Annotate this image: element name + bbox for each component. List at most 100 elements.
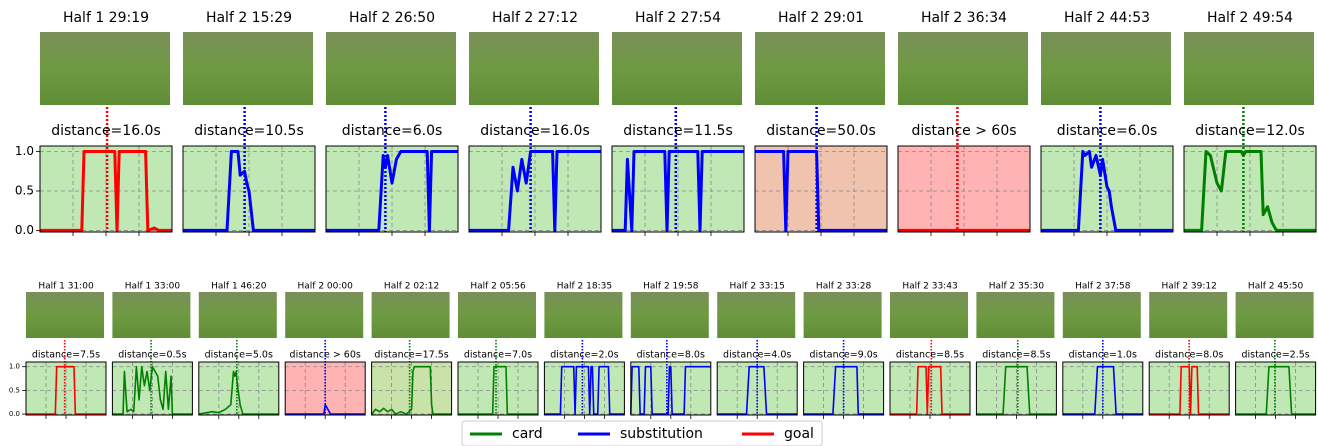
- thumbnail: [544, 292, 623, 338]
- thumbnail: [112, 292, 191, 338]
- curve: [630, 365, 711, 415]
- thumbnail: [803, 292, 882, 338]
- thumbnail: [1149, 292, 1228, 338]
- thumbnail: [717, 292, 796, 338]
- thumbnail-title: Half 2 27:54: [635, 10, 721, 26]
- thumbnail: [285, 292, 364, 338]
- thumbnail-title: Half 1 31:00: [38, 282, 94, 292]
- thumbnail: [326, 32, 456, 105]
- plot-frame: [468, 145, 602, 233]
- distance-label: distance=8.0s: [1155, 350, 1223, 361]
- plot-frame: [1148, 361, 1230, 416]
- plot-frame: [284, 361, 366, 416]
- distance-label: distance=2.5s: [1241, 350, 1309, 361]
- thumbnail: [458, 292, 536, 338]
- thumbnail-title: Half 1 29:19: [63, 10, 149, 26]
- plot-frame: [182, 145, 316, 233]
- distance-label: distance=8.5s: [982, 350, 1050, 361]
- curve: [890, 365, 970, 415]
- distance-label: distance=16.0s: [480, 123, 590, 139]
- curve: [976, 365, 1057, 415]
- plot-frame: [543, 361, 625, 416]
- distance-label: distance=17.5s: [374, 350, 448, 361]
- distance-label: distance=6.0s: [342, 123, 443, 139]
- plot-frame: [897, 145, 1031, 233]
- curve: [1184, 150, 1316, 232]
- distance-label: distance=16.0s: [51, 123, 161, 139]
- thumbnail-title: Half 2 29:01: [778, 10, 864, 26]
- thumbnail: [976, 292, 1055, 338]
- thumbnail-title: Half 2 26:50: [349, 10, 435, 26]
- plot-frame: [371, 361, 453, 416]
- curve: [1235, 365, 1316, 415]
- thumbnail-title: Half 2 35:30: [989, 282, 1045, 292]
- distance-label: distance > 60s: [290, 350, 361, 361]
- thumbnail-title: Half 2 36:34: [921, 10, 1007, 26]
- plot-frame: [1062, 361, 1144, 416]
- thumbnail: [183, 32, 313, 105]
- thumbnail: [890, 292, 968, 338]
- legend-label: goal: [784, 426, 814, 442]
- y-tick-label: 0.0: [15, 223, 34, 237]
- distance-label: distance=0.5s: [118, 350, 186, 361]
- y-tick-label: 0.5: [15, 183, 34, 197]
- plot-frame: [889, 361, 971, 416]
- plot-frame: [25, 361, 107, 416]
- distance-label: distance=9.0s: [809, 350, 877, 361]
- thumbnail: [1235, 292, 1314, 338]
- plot-frame: [611, 145, 745, 233]
- thumbnail-title: Half 2 18:35: [557, 282, 612, 292]
- plot-frame: [716, 361, 798, 416]
- y-tick-label: 0.5: [9, 386, 20, 394]
- curve: [1041, 150, 1173, 232]
- legend-box: [461, 420, 823, 446]
- curve: [717, 365, 798, 415]
- curve: [326, 150, 458, 232]
- plot-frame: [39, 145, 173, 233]
- thumbnail-title: Half 2 33:43: [902, 282, 957, 292]
- thumbnail-title: Half 2 02:12: [384, 282, 439, 292]
- distance-label: distance=10.5s: [194, 123, 304, 139]
- curve: [285, 403, 366, 415]
- thumbnail: [371, 292, 450, 338]
- legend-label: card: [512, 426, 543, 442]
- plot-frame: [325, 145, 459, 233]
- legend-label: substitution: [620, 426, 703, 442]
- y-tick-label: 0.0: [9, 410, 20, 418]
- plot-frame: [198, 361, 280, 416]
- plot-frame: [803, 361, 885, 416]
- thumbnail-title: Half 2 00:00: [298, 282, 354, 292]
- curve: [183, 150, 315, 232]
- curve: [544, 365, 625, 415]
- thumbnail-title: Half 2 49:54: [1207, 10, 1293, 26]
- distance-label: distance=6.0s: [1057, 123, 1158, 139]
- plot-frame: [1183, 145, 1317, 233]
- curve: [1149, 365, 1230, 415]
- thumbnail-title: Half 1 33:00: [125, 282, 181, 292]
- thumbnail-title: Half 2 15:29: [206, 10, 292, 26]
- distance-label: distance=11.5s: [623, 123, 733, 139]
- curve: [1062, 365, 1143, 415]
- thumbnail-title: Half 2 33:15: [730, 282, 785, 292]
- curve: [803, 365, 884, 415]
- distance-label: distance=7.5s: [32, 350, 100, 361]
- thumbnail-title: Half 2 33:28: [816, 282, 872, 292]
- thumbnail: [40, 32, 170, 105]
- plot-frame: [630, 361, 712, 416]
- curve: [370, 365, 452, 415]
- thumbnail: [1062, 292, 1141, 338]
- thumbnail: [1041, 32, 1171, 105]
- curve: [40, 150, 172, 232]
- plot-frame: [1235, 361, 1317, 416]
- distance-label: distance=50.0s: [766, 123, 876, 139]
- plot-frame: [111, 361, 193, 416]
- thumbnail: [630, 292, 709, 338]
- thumbnail: [898, 32, 1028, 105]
- curve: [469, 150, 601, 232]
- plot-frame: [975, 361, 1057, 416]
- thumbnail: [26, 292, 104, 338]
- thumbnail-title: Half 1 46:20: [211, 282, 267, 292]
- distance-label: distance=1.0s: [1069, 350, 1137, 361]
- distance-label: distance > 60s: [911, 123, 1016, 139]
